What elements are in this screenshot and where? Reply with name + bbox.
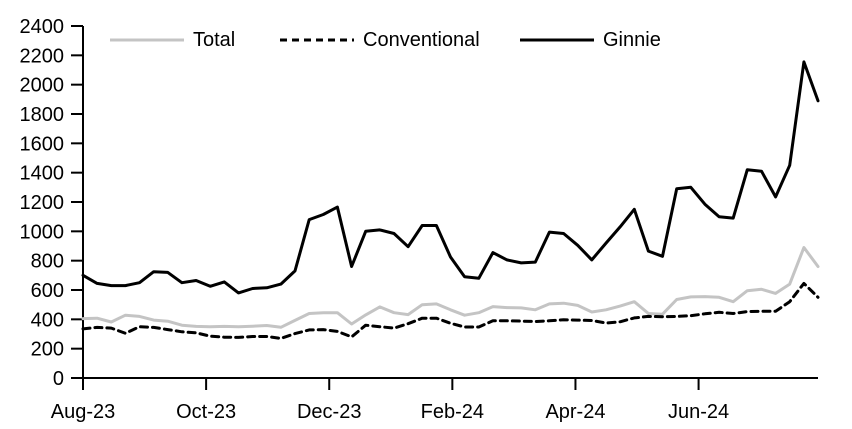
svg-text:Aug-23: Aug-23 [51, 401, 116, 423]
legend-item-conventional: Conventional [280, 30, 480, 50]
conventional-line-sample-icon [280, 38, 354, 42]
ginnie-line-sample-icon [520, 38, 594, 42]
total-line-sample-icon [110, 38, 184, 42]
svg-text:1000: 1000 [20, 221, 65, 243]
svg-text:200: 200 [31, 339, 64, 361]
legend-item-total: Total [110, 30, 235, 50]
legend-label-ginnie: Ginnie [603, 29, 661, 51]
svg-text:2200: 2200 [20, 45, 65, 67]
svg-text:1600: 1600 [20, 133, 65, 155]
legend-label-conventional: Conventional [363, 29, 480, 51]
svg-text:600: 600 [31, 280, 64, 302]
svg-text:Dec-23: Dec-23 [297, 401, 361, 423]
legend-item-ginnie: Ginnie [520, 30, 661, 50]
svg-text:1200: 1200 [20, 192, 65, 214]
svg-text:Oct-23: Oct-23 [176, 401, 236, 423]
svg-text:800: 800 [31, 251, 64, 273]
svg-text:1400: 1400 [20, 163, 65, 185]
svg-text:Feb-24: Feb-24 [421, 401, 484, 423]
svg-text:400: 400 [31, 309, 64, 331]
svg-text:Jun-24: Jun-24 [668, 401, 729, 423]
svg-text:2400: 2400 [20, 16, 65, 38]
svg-text:Apr-24: Apr-24 [545, 401, 605, 423]
legend-label-total: Total [193, 29, 236, 51]
svg-text:0: 0 [53, 368, 64, 390]
svg-text:1800: 1800 [20, 104, 65, 126]
svg-text:2000: 2000 [20, 75, 65, 97]
